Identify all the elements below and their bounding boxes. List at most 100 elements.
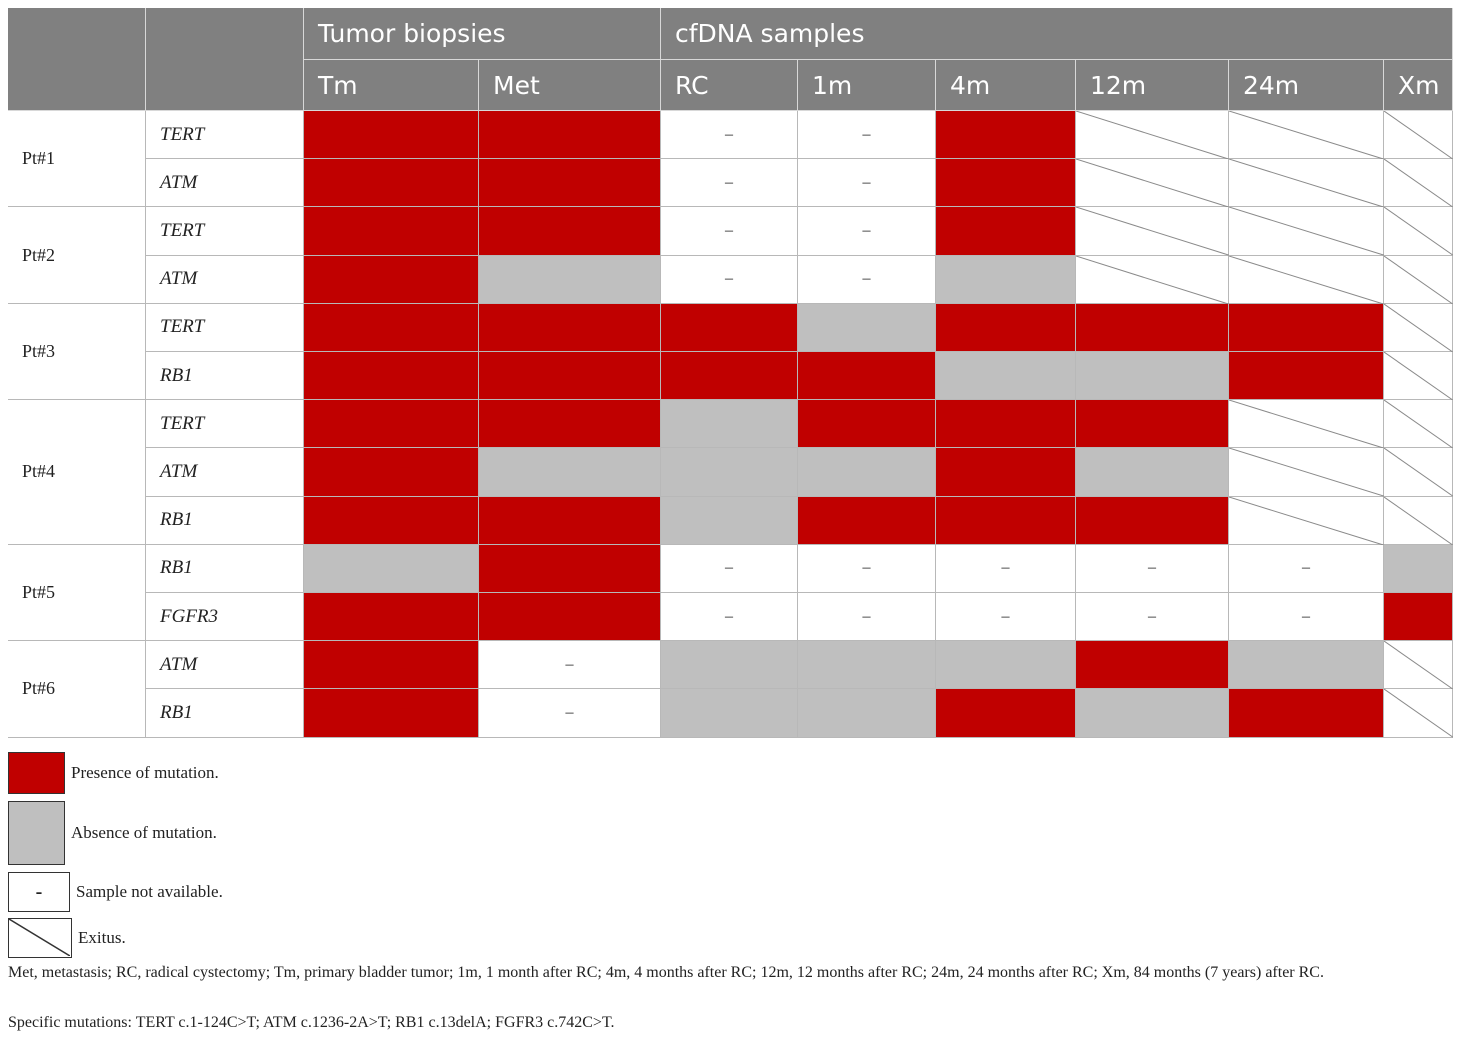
status-cell-exitus xyxy=(1384,352,1453,401)
not-available-mark: – xyxy=(862,221,871,239)
status-cell-present xyxy=(1076,400,1229,449)
not-available-mark: – xyxy=(1148,607,1156,625)
not-available-mark: – xyxy=(565,703,574,721)
status-cell-present xyxy=(798,496,936,545)
status-cell-na: – xyxy=(798,544,936,593)
exitus-diagonal-icon xyxy=(1229,159,1384,208)
not-available-mark: – xyxy=(862,173,871,191)
gene-label: RB1 xyxy=(146,544,304,593)
status-cell-na: – xyxy=(661,159,798,208)
status-cell-absent xyxy=(661,496,798,545)
status-cell-absent xyxy=(1076,352,1229,401)
patient-label: Pt#2 xyxy=(8,207,146,304)
header-col-rc: RC xyxy=(661,60,798,111)
exitus-diagonal-icon xyxy=(1076,255,1229,304)
status-cell-present xyxy=(936,303,1076,352)
status-cell-exitus xyxy=(1076,255,1229,304)
status-cell-present xyxy=(304,496,479,545)
status-cell-na: – xyxy=(661,207,798,256)
exitus-diagonal-icon xyxy=(1384,352,1453,401)
header-col-xm: Xm xyxy=(1384,60,1453,111)
exitus-diagonal-icon xyxy=(1229,255,1384,304)
status-cell-absent xyxy=(936,641,1076,690)
patient-label: Pt#6 xyxy=(8,641,146,738)
not-available-mark: – xyxy=(862,559,871,577)
not-available-mark: – xyxy=(862,607,871,625)
status-cell-absent xyxy=(798,689,936,738)
exitus-diagonal-icon xyxy=(1229,111,1384,160)
exitus-diagonal-icon xyxy=(1384,400,1453,449)
legend-na-swatch: - xyxy=(8,872,70,912)
status-cell-present xyxy=(661,352,798,401)
legend-absent-swatch xyxy=(8,801,65,865)
not-available-mark: – xyxy=(1001,607,1010,625)
exitus-diagonal-icon xyxy=(9,919,70,956)
not-available-mark: – xyxy=(725,173,733,191)
status-cell-na: – xyxy=(1076,593,1229,642)
status-cell-present xyxy=(1229,303,1384,352)
status-cell-present xyxy=(936,159,1076,208)
status-cell-na: – xyxy=(798,255,936,304)
not-available-mark: – xyxy=(862,270,871,288)
patient-label: Pt#1 xyxy=(8,111,146,208)
status-cell-present xyxy=(936,689,1076,738)
not-available-mark: – xyxy=(1148,559,1156,577)
exitus-diagonal-icon xyxy=(1384,448,1453,497)
status-cell-present xyxy=(479,303,661,352)
status-cell-na: – xyxy=(479,689,661,738)
exitus-diagonal-icon xyxy=(1229,400,1384,449)
gene-label: ATM xyxy=(146,641,304,690)
gene-label: RB1 xyxy=(146,689,304,738)
status-cell-na: – xyxy=(798,593,936,642)
status-cell-present xyxy=(936,496,1076,545)
legend-na-label: Sample not available. xyxy=(76,882,223,901)
status-cell-present xyxy=(661,303,798,352)
status-cell-exitus xyxy=(1384,689,1453,738)
exitus-diagonal-icon xyxy=(1384,496,1453,545)
status-cell-absent xyxy=(1076,689,1229,738)
not-available-mark: – xyxy=(862,125,871,143)
status-cell-present xyxy=(936,207,1076,256)
status-cell-absent xyxy=(936,255,1076,304)
status-cell-present xyxy=(304,111,479,160)
status-cell-present xyxy=(1229,689,1384,738)
gene-label: FGFR3 xyxy=(146,593,304,642)
not-available-mark: – xyxy=(565,655,574,673)
not-available-mark: – xyxy=(725,270,733,288)
status-cell-present xyxy=(479,159,661,208)
exitus-diagonal-icon xyxy=(1384,159,1453,208)
not-available-mark: – xyxy=(1001,559,1010,577)
header-col-4m: 4m xyxy=(936,60,1076,111)
status-cell-absent xyxy=(798,641,936,690)
header-col-12m: 12m xyxy=(1076,60,1229,111)
status-cell-na: – xyxy=(936,544,1076,593)
not-available-mark: – xyxy=(725,221,733,239)
gene-label: ATM xyxy=(146,255,304,304)
exitus-diagonal-icon xyxy=(1076,207,1229,256)
patient-label: Pt#3 xyxy=(8,303,146,401)
gene-label: ATM xyxy=(146,159,304,208)
footnote-mutations: Specific mutations: TERT c.1-124C>T; ATM… xyxy=(8,1014,615,1031)
status-cell-present xyxy=(304,352,479,401)
status-cell-present xyxy=(798,352,936,401)
status-cell-exitus xyxy=(1076,111,1229,160)
legend-present-label: Presence of mutation. xyxy=(71,763,219,782)
header-col-1m: 1m xyxy=(798,60,936,111)
status-cell-absent xyxy=(661,641,798,690)
status-cell-na: – xyxy=(936,593,1076,642)
header-col-tm: Tm xyxy=(304,60,479,111)
exitus-diagonal-icon xyxy=(1384,641,1453,690)
gene-label: ATM xyxy=(146,448,304,497)
status-cell-present xyxy=(1076,641,1229,690)
gene-label: TERT xyxy=(146,111,304,160)
status-cell-present xyxy=(936,448,1076,497)
status-cell-exitus xyxy=(1384,111,1453,160)
status-cell-present xyxy=(479,207,661,256)
status-cell-exitus xyxy=(1384,496,1453,545)
status-cell-na: – xyxy=(798,111,936,160)
status-cell-present xyxy=(936,111,1076,160)
status-cell-na: – xyxy=(661,593,798,642)
status-cell-present xyxy=(304,641,479,690)
status-cell-exitus xyxy=(1229,207,1384,256)
status-cell-present xyxy=(479,400,661,449)
